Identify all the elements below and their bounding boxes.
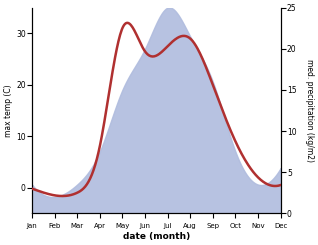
X-axis label: date (month): date (month) [123,232,190,241]
Y-axis label: max temp (C): max temp (C) [4,84,13,137]
Y-axis label: med. precipitation (kg/m2): med. precipitation (kg/m2) [305,59,314,162]
